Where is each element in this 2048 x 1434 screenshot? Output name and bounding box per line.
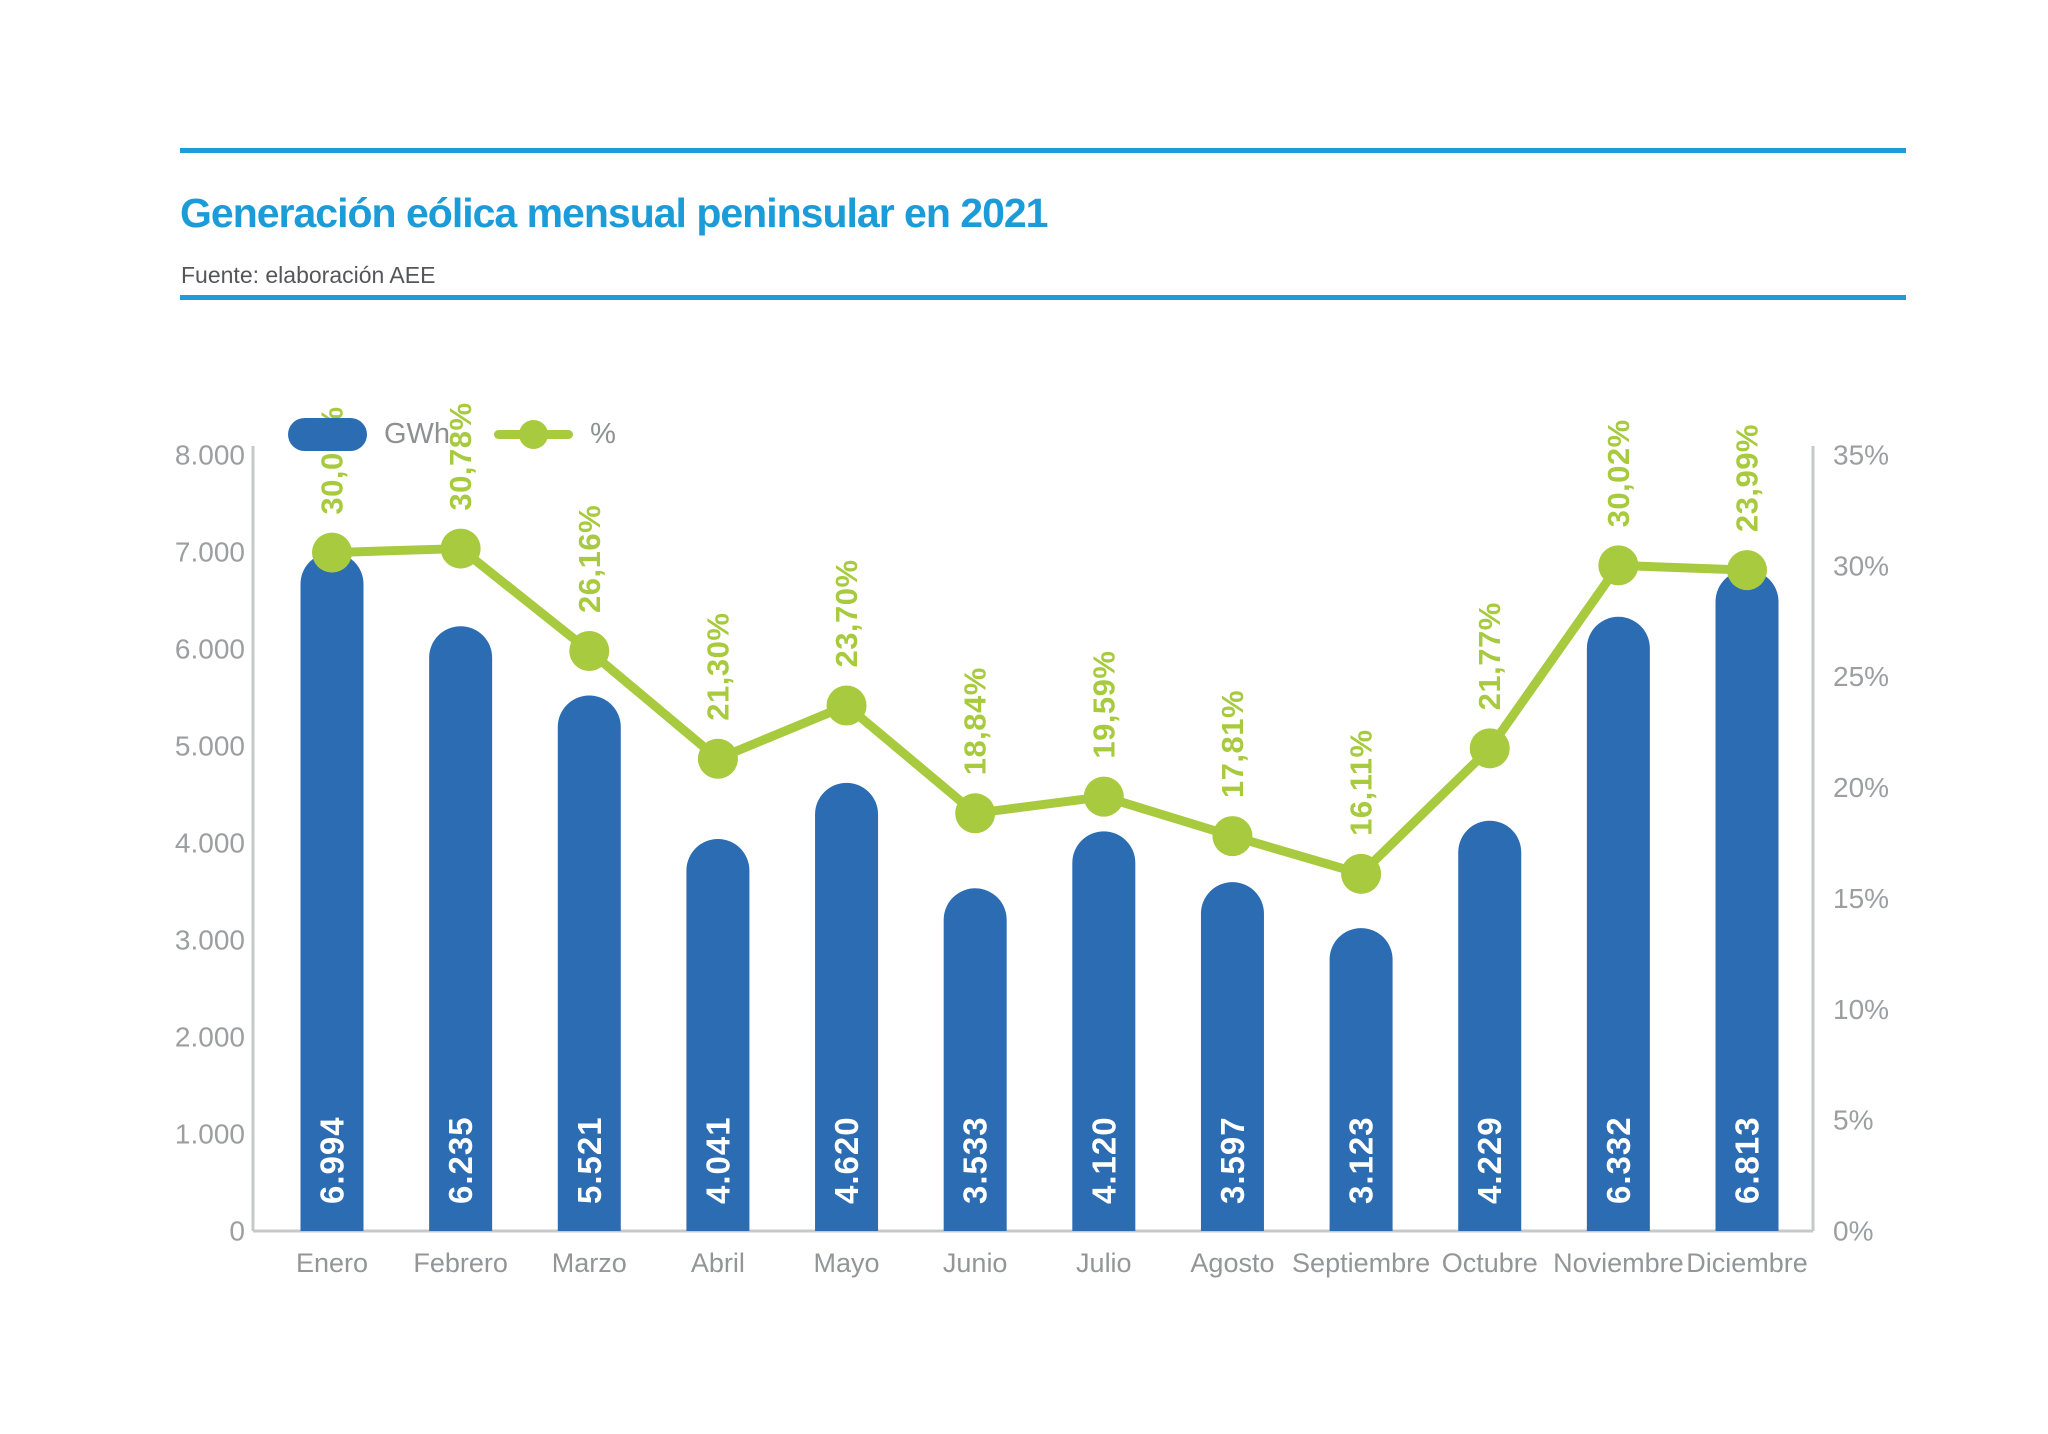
y-left-tick-8.000: 8.000 bbox=[175, 440, 245, 471]
y-left-tick-2.000: 2.000 bbox=[175, 1022, 245, 1053]
bar-value-label-febrero: 6.235 bbox=[442, 1116, 479, 1204]
bar-noviembre bbox=[1586, 616, 1650, 1231]
pct-line bbox=[327, 544, 1752, 879]
y-right-tick-35%: 35% bbox=[1833, 440, 1889, 471]
pct-label-junio: 18,84% bbox=[958, 667, 993, 775]
bar-diciembre bbox=[1715, 570, 1779, 1231]
pct-dot-julio bbox=[1083, 776, 1124, 817]
pct-label-diciembre: 23,99% bbox=[1730, 424, 1765, 532]
month-label-septiembre: Septiembre bbox=[1292, 1248, 1430, 1278]
y-left-tick-1.000: 1.000 bbox=[175, 1119, 245, 1150]
pct-label-febrero: 30,78% bbox=[443, 402, 478, 510]
pct-dot-noviembre bbox=[1598, 545, 1639, 586]
pct-label-julio: 19,59% bbox=[1086, 651, 1121, 759]
month-label-diciembre: Diciembre bbox=[1686, 1248, 1808, 1278]
bar-value-label-junio: 3.533 bbox=[957, 1116, 994, 1204]
month-label-enero: Enero bbox=[296, 1248, 368, 1278]
legend-line-label: % bbox=[590, 417, 616, 450]
pct-label-septiembre: 16,11% bbox=[1344, 729, 1379, 835]
month-label-octubre: Octubre bbox=[1442, 1248, 1538, 1278]
y-left-tick-5.000: 5.000 bbox=[175, 731, 245, 762]
pct-dot-diciembre bbox=[1727, 550, 1767, 591]
bar-value-label-marzo: 5.521 bbox=[571, 1116, 608, 1204]
bar-junio bbox=[943, 888, 1007, 1231]
legend-line-swatch bbox=[494, 416, 574, 452]
pct-label-mayo: 23,70% bbox=[829, 559, 864, 667]
bar-marzo bbox=[557, 695, 621, 1231]
bar-value-label-agosto: 3.597 bbox=[1214, 1116, 1251, 1204]
pct-dot-junio bbox=[955, 793, 996, 834]
y-right-tick-25%: 25% bbox=[1833, 661, 1889, 692]
header-rule bbox=[180, 295, 1906, 300]
bar-abril bbox=[686, 839, 750, 1231]
bar-agosto bbox=[1200, 882, 1264, 1231]
pct-dot-octubre bbox=[1469, 728, 1510, 769]
legend-line-dot-icon bbox=[519, 420, 549, 449]
month-label-febrero: Febrero bbox=[413, 1248, 508, 1278]
month-label-abril: Abril bbox=[691, 1248, 745, 1278]
pct-label-abril: 21,30% bbox=[700, 613, 735, 721]
pct-dot-septiembre bbox=[1341, 853, 1382, 894]
pct-label-octubre: 21,77% bbox=[1472, 602, 1507, 710]
bar-julio bbox=[1072, 831, 1136, 1231]
y-left-tick-4.000: 4.000 bbox=[175, 828, 245, 859]
y-right-tick-15%: 15% bbox=[1833, 883, 1889, 914]
pct-dot-marzo bbox=[569, 630, 610, 671]
y-right-tick-5%: 5% bbox=[1833, 1105, 1873, 1136]
pct-dot-mayo bbox=[826, 685, 867, 726]
month-label-mayo: Mayo bbox=[814, 1248, 880, 1278]
bar-value-label-enero: 6.994 bbox=[314, 1116, 351, 1204]
bar-value-label-mayo: 4.620 bbox=[828, 1116, 865, 1204]
top-rule bbox=[180, 148, 1906, 153]
pct-dot-abril bbox=[697, 738, 738, 779]
bar-value-label-septiembre: 3.123 bbox=[1343, 1116, 1380, 1204]
pct-dot-agosto bbox=[1212, 816, 1253, 857]
month-label-junio: Junio bbox=[943, 1248, 1008, 1278]
bar-mayo bbox=[815, 782, 879, 1231]
legend: GWh % bbox=[288, 416, 616, 452]
y-right-tick-10%: 10% bbox=[1833, 994, 1889, 1025]
source-note: Fuente: elaboración AEE bbox=[181, 262, 436, 288]
y-left-tick-7.000: 7.000 bbox=[175, 537, 245, 568]
bar-septiembre bbox=[1329, 928, 1393, 1231]
y-left-tick-3.000: 3.000 bbox=[175, 925, 245, 956]
y-right-tick-0%: 0% bbox=[1833, 1216, 1873, 1247]
pct-label-marzo: 26,16% bbox=[572, 505, 607, 613]
pct-label-agosto: 17,81% bbox=[1215, 690, 1250, 798]
bar-octubre bbox=[1458, 820, 1522, 1231]
bar-enero bbox=[300, 552, 364, 1231]
bar-value-label-abril: 4.041 bbox=[699, 1116, 736, 1204]
bar-febrero bbox=[429, 626, 493, 1231]
bar-value-label-noviembre: 6.332 bbox=[1600, 1116, 1637, 1204]
month-label-agosto: Agosto bbox=[1190, 1248, 1274, 1278]
bar-value-label-octubre: 4.229 bbox=[1471, 1116, 1508, 1204]
y-right-tick-30%: 30% bbox=[1833, 550, 1889, 581]
y-left-tick-0: 0 bbox=[229, 1216, 245, 1247]
month-label-marzo: Marzo bbox=[552, 1248, 627, 1278]
page-title: Generación eólica mensual peninsular en … bbox=[180, 190, 1048, 237]
legend-bar-swatch bbox=[288, 417, 367, 451]
y-left-tick-6.000: 6.000 bbox=[175, 634, 245, 665]
bar-value-label-julio: 4.120 bbox=[1085, 1116, 1122, 1204]
pct-label-noviembre: 30,02% bbox=[1601, 419, 1636, 527]
pct-dot-enero bbox=[312, 532, 352, 573]
pct-dot-febrero bbox=[440, 528, 481, 569]
y-right-tick-20%: 20% bbox=[1833, 772, 1889, 803]
bar-value-label-diciembre: 6.813 bbox=[1729, 1116, 1766, 1204]
month-label-julio: Julio bbox=[1076, 1248, 1132, 1278]
month-label-noviembre: Noviembre bbox=[1553, 1248, 1684, 1278]
legend-bar-label: GWh bbox=[384, 417, 451, 450]
